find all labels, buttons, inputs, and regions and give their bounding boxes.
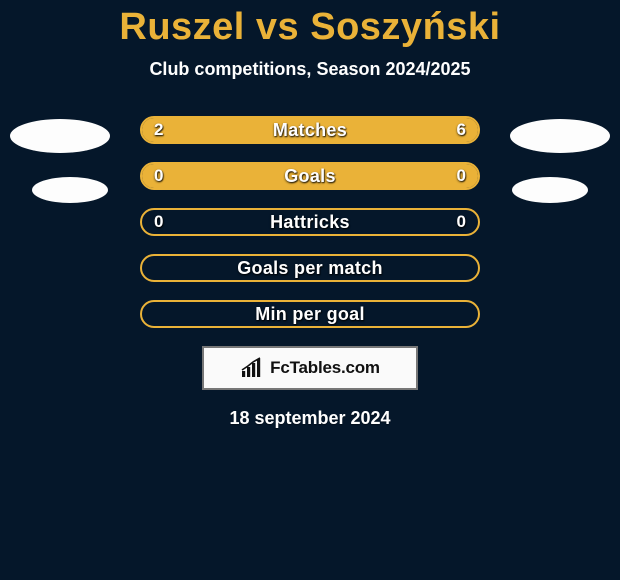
player-left-avatar [10,119,110,153]
brand-badge[interactable]: FcTables.com [202,346,418,390]
stat-label: Min per goal [142,302,478,326]
stat-label: Hattricks [142,210,478,234]
stat-label: Goals [142,164,478,188]
stat-bar-track: Goals0 0 [140,162,480,190]
stat-bar-track: Matches2 6 [140,116,480,144]
stat-row: Min per goal [140,300,480,328]
stat-row: Goals0 0 [140,162,480,190]
brand-icon [240,357,264,379]
stat-row: Matches2 6 [140,116,480,144]
stat-bar-track: Min per goal [140,300,480,328]
stat-label: Matches [142,118,478,142]
stat-row: Goals per match [140,254,480,282]
stat-row: Hattricks0 0 [140,208,480,236]
stat-value-right: 6 [457,118,466,142]
stat-bar-track: Goals per match [140,254,480,282]
player-right-flag [512,177,588,203]
player-left-flag [32,177,108,203]
stat-bar-track: Hattricks0 0 [140,208,480,236]
stat-label: Goals per match [142,256,478,280]
brand-text: FcTables.com [270,358,380,378]
comparison-card: Ruszel vs Soszyński Club competitions, S… [0,0,620,580]
player-right-avatar [510,119,610,153]
stat-value-left: 0 [154,164,163,188]
page-subtitle: Club competitions, Season 2024/2025 [0,59,620,80]
stat-value-left: 2 [154,118,163,142]
footer-date: 18 september 2024 [0,408,620,429]
page-title: Ruszel vs Soszyński [0,0,620,49]
stat-value-right: 0 [457,210,466,234]
stat-value-right: 0 [457,164,466,188]
stat-value-left: 0 [154,210,163,234]
